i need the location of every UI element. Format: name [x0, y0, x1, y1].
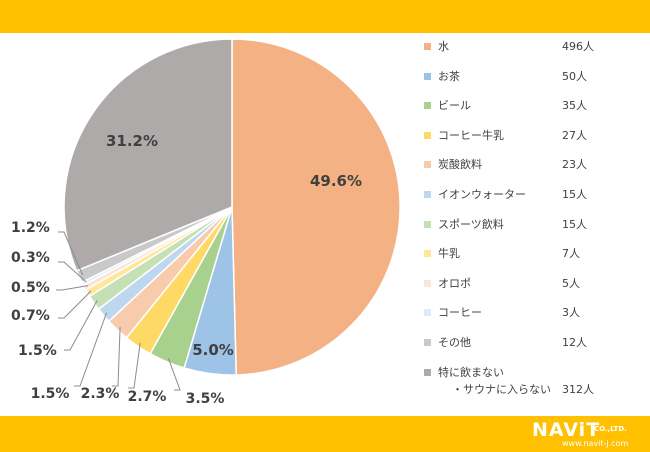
legend-swatch-2 [424, 72, 431, 80]
legend-swatch-5 [424, 161, 431, 169]
bottom-banner [0, 416, 650, 452]
legend-item-10: コーヒー 3人 [424, 304, 644, 322]
legend-count-8: 7人 [562, 247, 580, 261]
legend-item-12: 特に飲まない 312人 ・サウナに入らない [424, 364, 644, 396]
data-label-6: 1.5% [31, 386, 70, 402]
data-label-9: 0.5% [11, 280, 50, 296]
legend-swatch-4 [424, 131, 431, 139]
legend-count-7: 15人 [562, 217, 587, 231]
legend-swatch-1 [424, 43, 431, 50]
legend-label-6: イオンウォーター [438, 188, 526, 201]
legend-label-3: ビール [438, 99, 471, 113]
legend-swatch-6 [424, 191, 431, 198]
legend-item-5: 炭酸飲料 23人 [424, 156, 644, 174]
legend-label-11: その他 [438, 336, 471, 349]
legend-item-3: ビール 35人 [424, 97, 644, 115]
legend-swatch-3 [424, 102, 431, 110]
legend-item-2: お茶 50人 [424, 68, 644, 86]
leader-line-9 [56, 285, 89, 291]
logo-company: CO.,LTD. [594, 425, 627, 433]
legend-item-4: コーヒー牛乳 27人 [424, 127, 644, 145]
legend-count-10: 3人 [562, 306, 580, 320]
legend-label-8: 牛乳 [438, 247, 460, 261]
legend-count-2: 50人 [562, 69, 587, 83]
leader-line-6 [74, 312, 108, 387]
logo-wordmark: NAViT [532, 419, 601, 441]
data-label-10: 0.3% [11, 250, 50, 266]
legend-label-12-line2: ・サウナに入らない [452, 382, 551, 396]
legend-count-3: 35人 [562, 99, 587, 113]
legend-count-1: 496人 [562, 40, 594, 53]
data-label-2: 5.0% [192, 341, 234, 359]
legend-swatch-11 [424, 339, 431, 346]
legend-count-11: 12人 [562, 336, 587, 349]
data-label-12: 31.2% [106, 132, 158, 150]
data-label-5: 2.3% [81, 386, 120, 402]
pie-slice-1 [231, 38, 401, 376]
leader-line-5 [112, 326, 121, 387]
legend-label-12: 特に飲まない [438, 365, 504, 379]
leader-line-10 [58, 261, 87, 283]
logo-url: www.navit-j.com [562, 439, 629, 448]
legend-label-4: コーヒー牛乳 [438, 128, 504, 142]
legend-label-10: コーヒー [438, 306, 482, 320]
leader-line-7 [64, 300, 98, 351]
leader-line-11 [58, 231, 84, 276]
legend-item-9: オロポ 5人 [424, 275, 644, 293]
legend-item-11: その他 12人 [424, 334, 644, 352]
data-label-7: 1.5% [18, 343, 57, 359]
legend-item-8: 牛乳 7人 [424, 245, 644, 263]
legend-count-6: 15人 [562, 188, 587, 201]
legend-count-12: 312人 [562, 382, 594, 396]
legend-count-4: 27人 [562, 128, 587, 142]
legend-label-2: お茶 [438, 69, 460, 83]
legend-count-9: 5人 [562, 276, 580, 290]
legend-swatch-12 [424, 368, 431, 376]
legend-label-9: オロポ [438, 276, 471, 290]
legend-label-1: 水 [438, 40, 449, 53]
leader-line-4 [128, 342, 141, 389]
legend-swatch-7 [424, 220, 431, 228]
data-label-1: 49.6% [310, 172, 362, 190]
legend-label-7: スポーツ飲料 [438, 217, 504, 231]
data-label-8: 0.7% [11, 308, 50, 324]
leader-line-8 [58, 290, 92, 319]
legend-item-1: 水 496人 [424, 38, 644, 56]
top-banner [0, 0, 650, 33]
legend-item-7: スポーツ飲料 15人 [424, 216, 644, 234]
leader-line-3 [167, 357, 181, 391]
legend-swatch-9 [424, 279, 431, 287]
pie-slice-12 [63, 38, 233, 272]
legend-swatch-10 [424, 309, 431, 317]
legend-count-5: 23人 [562, 158, 587, 172]
navit-logo: NAViT CO.,LTD. www.navit-j.com [532, 418, 648, 450]
data-label-3: 3.5% [186, 391, 225, 407]
legend-swatch-8 [424, 250, 431, 258]
data-label-11: 1.2% [11, 220, 50, 236]
data-label-4: 2.7% [128, 389, 167, 405]
legend-item-6: イオンウォーター 15人 [424, 186, 644, 204]
legend-label-5: 炭酸飲料 [438, 158, 482, 172]
